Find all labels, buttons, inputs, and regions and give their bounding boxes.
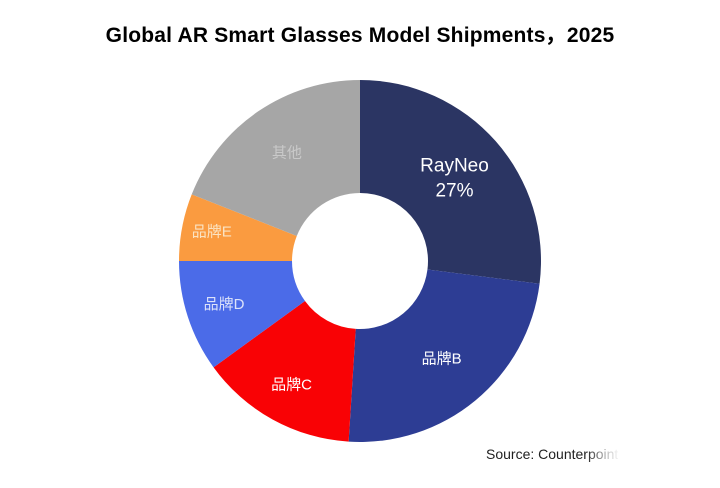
segment-label-0: RayNeo 27% <box>420 156 489 202</box>
donut-segment-3 <box>179 261 305 368</box>
segment-label-4: 品牌E <box>192 224 232 241</box>
donut-segment-1 <box>348 269 540 442</box>
segment-label-text: RayNeo <box>420 156 489 177</box>
segment-label-2: 品牌C <box>271 376 312 393</box>
donut-segment-4 <box>179 194 297 261</box>
segment-percent-text: 27% <box>435 181 473 202</box>
source-attribution: Source: Counterpoint <box>486 446 619 462</box>
donut-segment-0 <box>360 80 541 284</box>
chart-title: Global AR Smart Glasses Model Shipments，… <box>105 24 615 47</box>
segment-label-5: 其他 <box>272 144 302 161</box>
segment-label-3: 品牌D <box>204 296 245 313</box>
donut-segment-2 <box>213 300 356 442</box>
donut-segment-5 <box>191 80 360 236</box>
segment-label-1: 品牌B <box>422 351 462 368</box>
